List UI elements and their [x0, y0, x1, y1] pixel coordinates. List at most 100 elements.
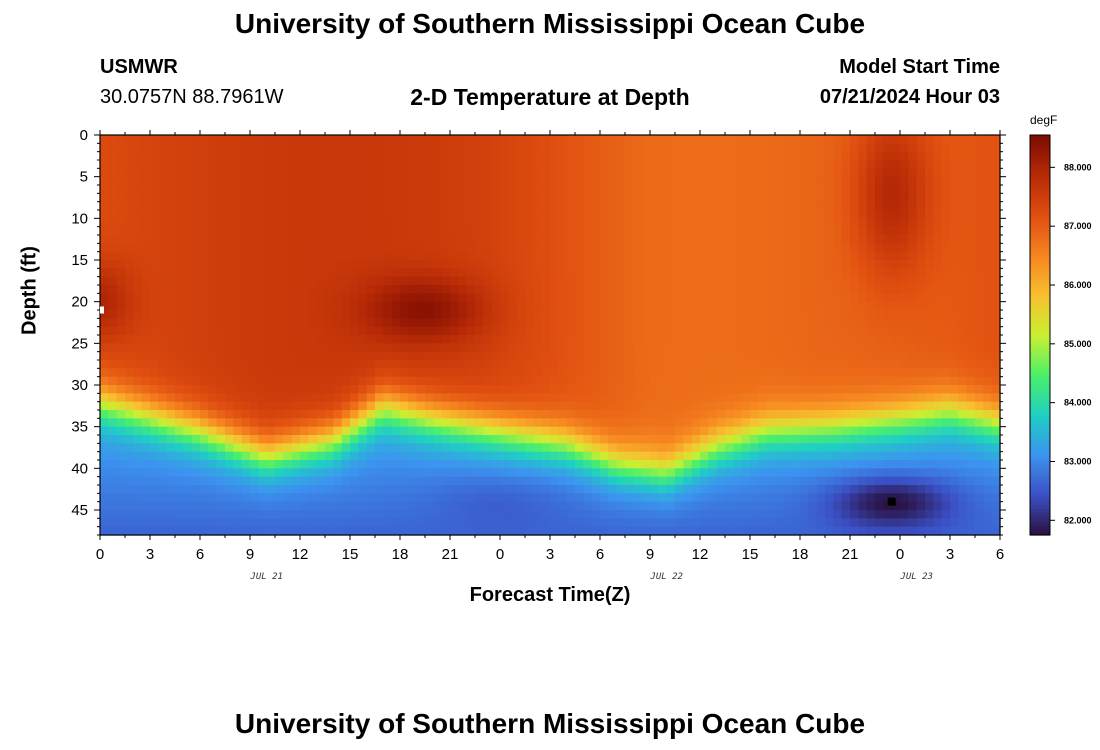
heatmap-cell [725, 418, 734, 428]
heatmap-cell [433, 343, 443, 353]
heatmap-cell [108, 293, 118, 303]
heatmap-cell [816, 135, 826, 144]
heatmap-cell [375, 426, 384, 436]
heatmap-cell [283, 426, 293, 436]
heatmap-cell [250, 501, 259, 511]
heatmap-cell [133, 401, 143, 411]
heatmap-cell [425, 426, 434, 436]
heatmap-cell [383, 401, 393, 411]
heatmap-cell [333, 343, 343, 353]
heatmap-cell [141, 476, 151, 486]
heatmap-cell [933, 135, 943, 144]
heatmap-cell [441, 293, 451, 303]
heatmap-cell [341, 160, 351, 169]
heatmap-cell [333, 526, 343, 536]
heatmap-cell [850, 176, 859, 186]
heatmap-cell [950, 485, 959, 494]
heatmap-cell [275, 343, 284, 353]
heatmap-cell [566, 318, 576, 328]
heatmap-cell [716, 435, 726, 444]
heatmap-cell [550, 351, 559, 361]
heatmap-cell [158, 510, 168, 519]
heatmap-cell [383, 460, 393, 469]
heatmap-cell [841, 360, 851, 369]
heatmap-cell [125, 443, 134, 453]
heatmap-cell [700, 451, 709, 461]
heatmap-cell [241, 318, 251, 328]
heatmap-cell [350, 135, 359, 144]
heatmap-cell [608, 226, 618, 236]
heatmap-cell [158, 343, 168, 353]
heatmap-cell [541, 260, 551, 269]
heatmap-cell [408, 168, 418, 178]
heatmap-cell [408, 251, 418, 261]
heatmap-cell [458, 401, 468, 411]
heatmap-cell [583, 360, 593, 369]
heatmap-cell [633, 260, 643, 269]
heatmap-cell [216, 501, 226, 511]
heatmap-cell [883, 501, 893, 511]
heatmap-cell [591, 218, 601, 228]
heatmap-cell [225, 210, 234, 219]
heatmap-cell [741, 285, 751, 294]
heatmap-cell [108, 285, 118, 294]
heatmap-cell [825, 343, 834, 353]
heatmap-cell [616, 160, 626, 169]
heatmap-cell [883, 293, 893, 303]
heatmap-cell [366, 193, 376, 203]
heatmap-cell [400, 526, 409, 536]
heatmap-cell [416, 301, 426, 311]
heatmap-cell [758, 201, 768, 211]
heatmap-cell [491, 243, 501, 253]
heatmap-cell [941, 360, 951, 369]
heatmap-cell [400, 518, 409, 528]
heatmap-cell [516, 260, 526, 269]
heatmap-cell [350, 193, 359, 203]
heatmap-cell [316, 326, 326, 336]
heatmap-cell [266, 301, 276, 311]
heatmap-cell [925, 151, 934, 161]
heatmap-cell [208, 510, 218, 519]
heatmap-cell [625, 526, 634, 536]
heatmap-cell [733, 485, 743, 494]
heatmap-cell [541, 276, 551, 286]
heatmap-cell [150, 426, 159, 436]
heatmap-cell [850, 193, 859, 203]
heatmap-cell [858, 451, 868, 461]
heatmap-cell [575, 235, 584, 244]
heatmap-cell [150, 135, 159, 144]
heatmap-cell [358, 368, 368, 378]
heatmap-cell [166, 385, 176, 394]
heatmap-cell [341, 260, 351, 269]
heatmap-cell [408, 318, 418, 328]
heatmap-cell [308, 426, 318, 436]
heatmap-cell [491, 210, 501, 219]
heatmap-cell [200, 335, 209, 344]
heatmap-cell [500, 151, 509, 161]
heatmap-cell [783, 493, 793, 503]
heatmap-cell [775, 310, 784, 319]
heatmap-cell [908, 310, 918, 319]
heatmap-cell [833, 410, 843, 419]
heatmap-cell [533, 385, 543, 394]
heatmap-cell [191, 401, 201, 411]
heatmap-cell [258, 460, 268, 469]
heatmap-cell [541, 235, 551, 244]
heatmap-cell [475, 368, 484, 378]
heatmap-cell [625, 193, 634, 203]
heatmap-cell [250, 343, 259, 353]
heatmap-cell [741, 418, 751, 428]
heatmap-cell [825, 468, 834, 478]
heatmap-cell [750, 143, 759, 153]
heatmap-cell [450, 510, 459, 519]
heatmap-cell [941, 135, 951, 144]
heatmap-cell [358, 460, 368, 469]
heatmap-cell [150, 485, 159, 494]
heatmap-cell [216, 443, 226, 453]
heatmap-cell [933, 226, 943, 236]
heatmap-cell [600, 301, 609, 311]
heatmap-cell [483, 393, 493, 403]
heatmap-cell [208, 443, 218, 453]
heatmap-cell [833, 435, 843, 444]
heatmap-cell [575, 526, 584, 536]
